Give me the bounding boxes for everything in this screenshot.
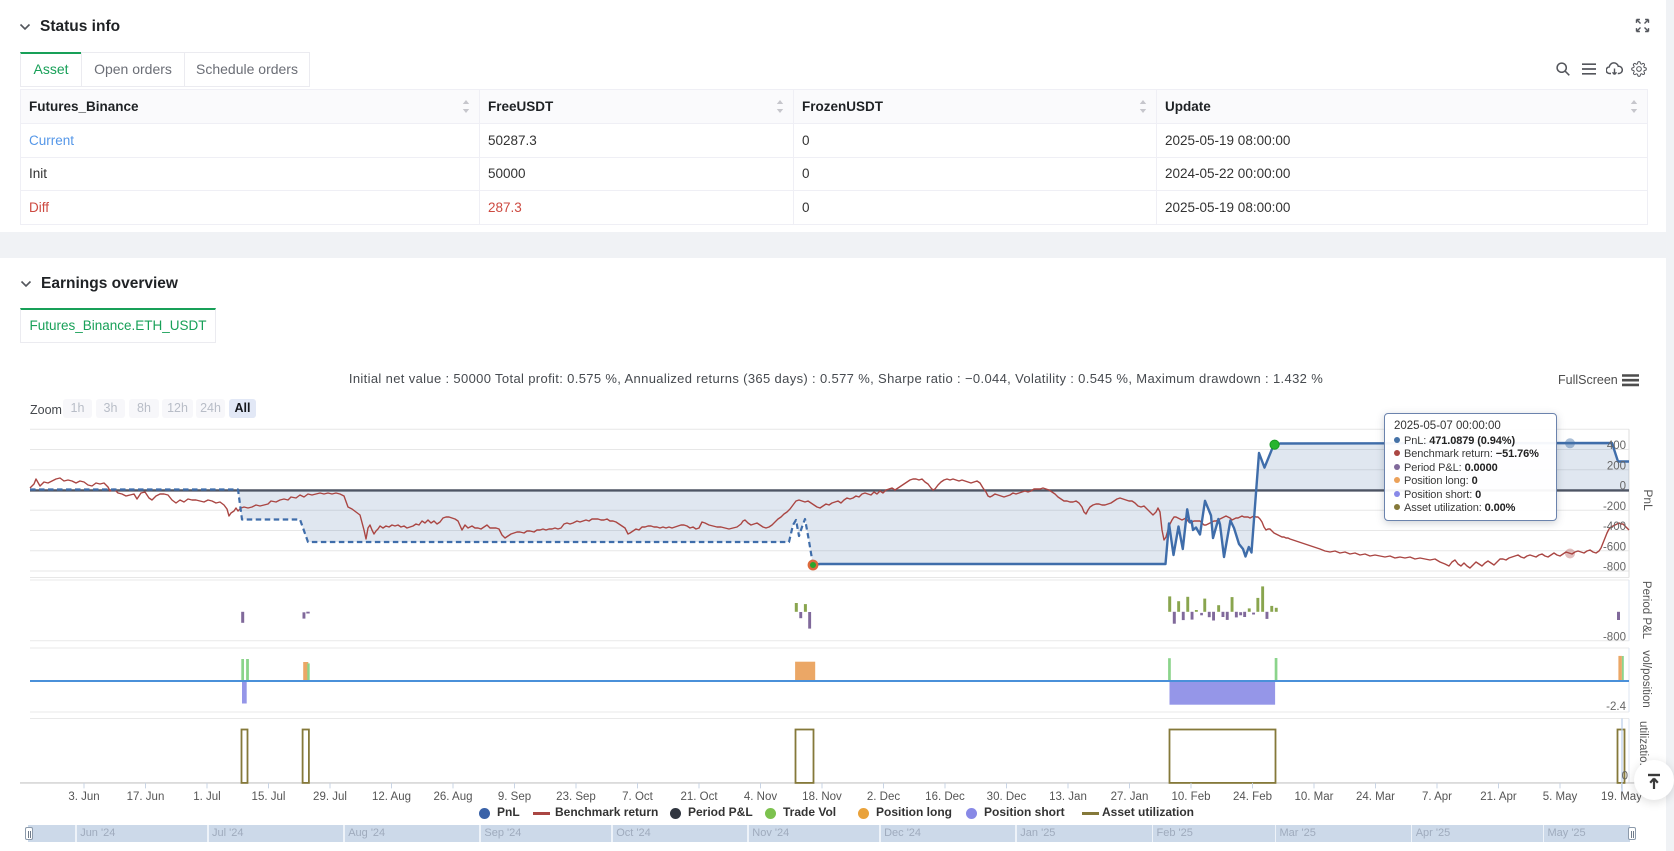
svg-text:Period P&L: Period P&L: [1640, 581, 1652, 640]
svg-text:13. Jan: 13. Jan: [1049, 791, 1087, 803]
svg-text:24. Mar: 24. Mar: [1356, 791, 1395, 803]
svg-text:utilizatio..: utilizatio..: [1637, 721, 1649, 769]
svg-text:-600: -600: [1603, 541, 1626, 553]
svg-text:-2.4: -2.4: [1606, 701, 1626, 713]
svg-text:24. Feb: 24. Feb: [1233, 791, 1272, 803]
svg-text:7. Oct: 7. Oct: [622, 791, 653, 803]
svg-text:9. Sep: 9. Sep: [498, 791, 531, 803]
svg-text:21. Apr: 21. Apr: [1480, 791, 1517, 803]
svg-text:19. May: 19. May: [1601, 791, 1642, 803]
svg-text:30. Dec: 30. Dec: [987, 791, 1027, 803]
svg-text:17. Jun: 17. Jun: [127, 791, 165, 803]
svg-text:200: 200: [1607, 460, 1626, 472]
svg-text:27. Jan: 27. Jan: [1111, 791, 1149, 803]
svg-text:23. Sep: 23. Sep: [556, 791, 596, 803]
svg-text:1. Jul: 1. Jul: [193, 791, 221, 803]
svg-text:3. Jun: 3. Jun: [68, 791, 99, 803]
svg-text:12. Aug: 12. Aug: [372, 791, 411, 803]
svg-text:-800: -800: [1603, 632, 1626, 644]
svg-text:0: 0: [1620, 481, 1626, 493]
svg-text:16. Dec: 16. Dec: [925, 791, 965, 803]
svg-text:7. Apr: 7. Apr: [1422, 791, 1452, 803]
svg-text:29. Jul: 29. Jul: [313, 791, 347, 803]
svg-text:4. Nov: 4. Nov: [744, 791, 777, 803]
svg-text:5. May: 5. May: [1543, 791, 1578, 803]
svg-text:-800: -800: [1603, 562, 1626, 574]
svg-text:PnL: PnL: [1641, 489, 1655, 511]
svg-text:-200: -200: [1603, 501, 1626, 513]
svg-text:26. Aug: 26. Aug: [433, 791, 472, 803]
svg-text:400: 400: [1607, 440, 1626, 452]
svg-text:18. Nov: 18. Nov: [802, 791, 842, 803]
svg-text:-400: -400: [1603, 521, 1626, 533]
svg-text:10. Feb: 10. Feb: [1172, 791, 1211, 803]
svg-text:15. Jul: 15. Jul: [252, 791, 286, 803]
svg-text:2. Dec: 2. Dec: [867, 791, 900, 803]
svg-text:vol/position: vol/position: [1640, 650, 1652, 708]
svg-text:0: 0: [1622, 771, 1628, 783]
svg-text:10. Mar: 10. Mar: [1295, 791, 1334, 803]
svg-text:21. Oct: 21. Oct: [680, 791, 718, 803]
